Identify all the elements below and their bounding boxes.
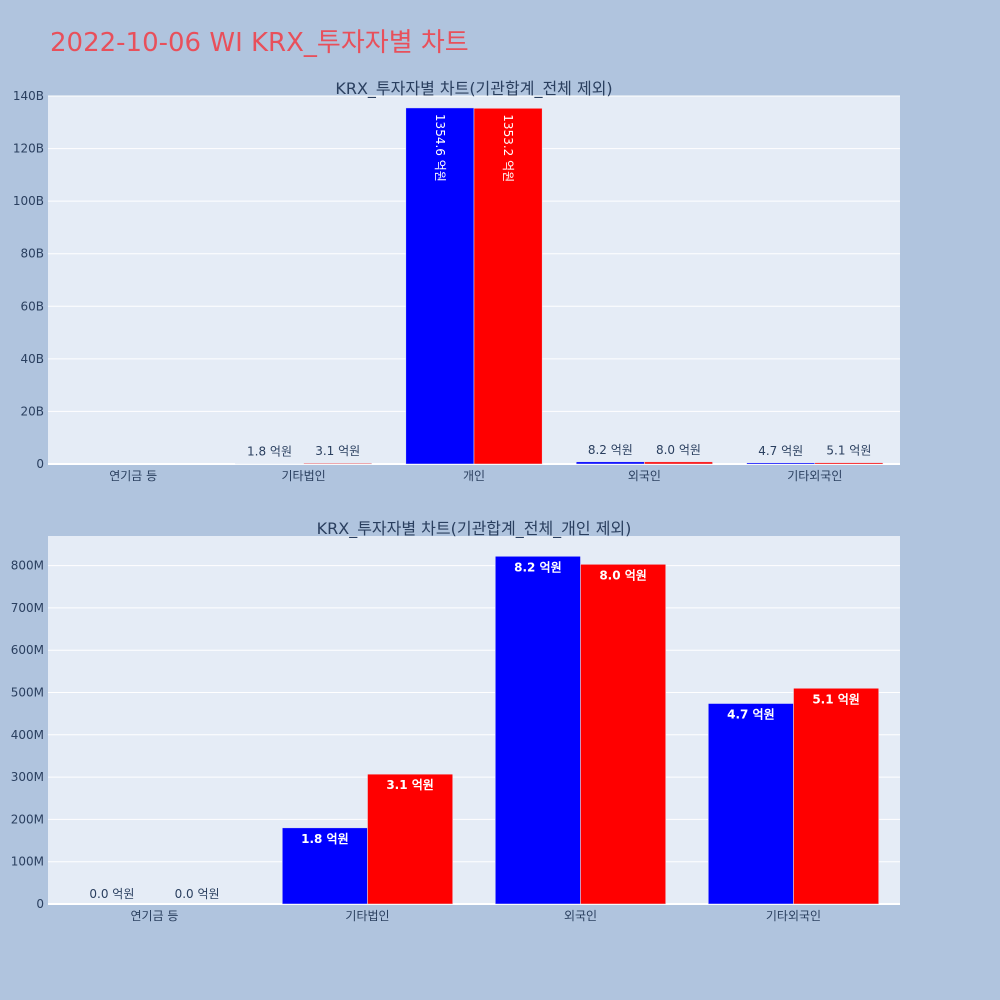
bar-label: 4.7 억원: [727, 708, 775, 722]
y-tick-label: 100M: [11, 855, 44, 869]
bar-label: 3.1 억원: [386, 778, 434, 792]
bar: [708, 703, 794, 905]
bar: [495, 556, 581, 905]
chart-title: KRX_투자자별 차트(기관합계_전체 제외): [335, 79, 612, 99]
bar: [405, 107, 475, 465]
y-tick-label: 0: [36, 457, 44, 471]
y-tick-label: 300M: [11, 770, 44, 784]
bar-label: 1353.2 억원: [501, 114, 515, 182]
bar: [814, 462, 884, 465]
bar: [793, 688, 879, 905]
x-tick-label: 연기금 등: [109, 469, 157, 483]
y-tick-label: 400M: [11, 728, 44, 742]
y-tick-label: 200M: [11, 812, 44, 826]
y-tick-label: 120B: [13, 142, 44, 156]
y-tick-label: 80B: [20, 247, 44, 261]
chart-bottom: 0 100M 200M 300M 400M 500M 600M 700M 800M 연기금 등 기타…: [11, 519, 900, 923]
bar-label: 0.0 억원: [175, 887, 220, 901]
y-tick-label: 140B: [13, 89, 44, 103]
bar-label: 8.0 억원: [599, 568, 647, 582]
y-tick-label: 40B: [20, 352, 44, 366]
y-tick-label: 600M: [11, 643, 44, 657]
x-tick-label: 개인: [463, 469, 485, 483]
bar-label: 5.1 억원: [826, 444, 871, 458]
x-tick-label: 기타법인: [345, 909, 389, 923]
bar: [282, 827, 368, 905]
y-tick-label: 60B: [20, 299, 44, 313]
bar-label: 8.2 억원: [588, 443, 633, 457]
y-tick-label: 800M: [11, 559, 44, 573]
bar: [644, 461, 713, 465]
bar-label: 3.1 억원: [315, 444, 360, 458]
x-tick-label: 연기금 등: [131, 909, 179, 923]
bar: [367, 773, 453, 905]
bar: [580, 564, 666, 905]
bar-label: 1.8 억원: [301, 832, 349, 846]
bar-label: 4.7 억원: [758, 444, 803, 458]
bar-label: 1354.6 억원: [433, 114, 447, 182]
bar-label: 8.0 억원: [656, 443, 701, 457]
y-tick-label: 500M: [11, 686, 44, 700]
bar-label: 0.0 억원: [89, 887, 134, 901]
x-tick-label: 기타외국인: [787, 469, 842, 483]
page-title: 2022-10-06 WI KRX_투자자별 차트: [50, 28, 469, 58]
y-tick-label: 700M: [11, 601, 44, 615]
y-tick-label: 20B: [20, 404, 44, 418]
bar-label: 8.2 억원: [514, 560, 562, 574]
bar: [303, 462, 373, 465]
x-tick-label: 기타법인: [282, 469, 326, 483]
x-tick-label: 외국인: [628, 469, 661, 483]
bar-label: 5.1 억원: [812, 692, 860, 706]
x-tick-label: 기타외국인: [766, 909, 821, 923]
x-tick-label: 외국인: [564, 909, 597, 923]
y-tick-label: 100B: [13, 194, 44, 208]
y-tick-label: 0: [36, 897, 44, 911]
chart-title: KRX_투자자별 차트(기관합계_전체_개인 제외): [317, 519, 632, 539]
chart-top: 0 20B 40B 60B 80B 100B 120B 140B 연기금 등 기타법인 개인 외국인 기…: [13, 79, 900, 483]
bar: [746, 462, 816, 465]
bar: [473, 108, 543, 465]
bar-label: 1.8 억원: [247, 445, 292, 459]
bar: [575, 461, 645, 465]
